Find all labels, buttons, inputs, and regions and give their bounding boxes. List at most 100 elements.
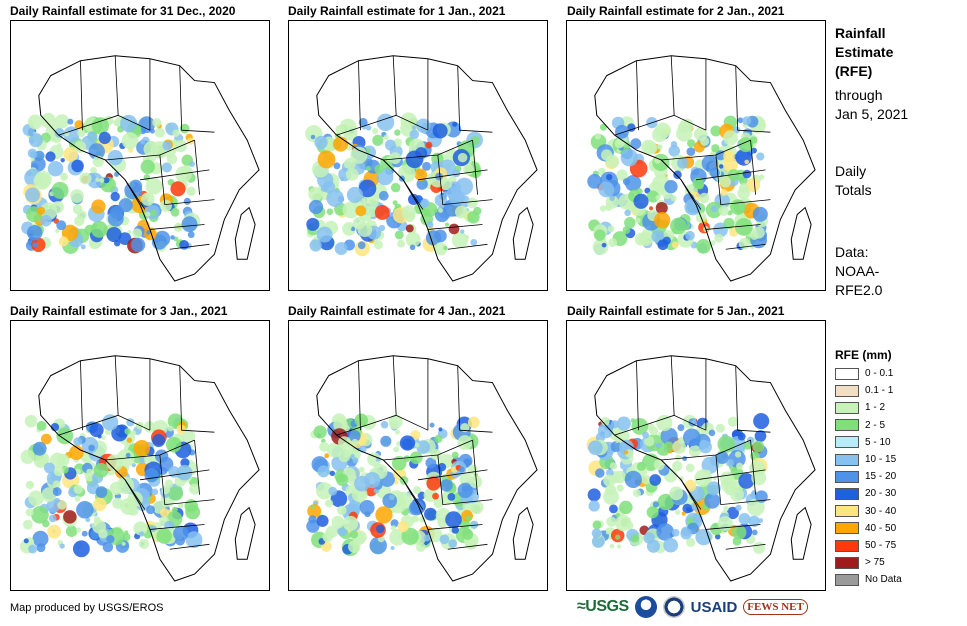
rain-cell (116, 476, 135, 495)
rain-cell (181, 216, 198, 233)
rain-cell (470, 238, 478, 246)
rain-cell (71, 159, 84, 173)
rain-cell (624, 450, 629, 455)
africa-outline (316, 55, 538, 282)
rain-cell (357, 222, 373, 237)
rain-cell (624, 470, 642, 489)
rain-cell (102, 541, 114, 553)
rain-cell (188, 189, 194, 195)
africa-outline (594, 55, 816, 282)
rain-cell (470, 520, 479, 529)
rain-cell (754, 430, 767, 442)
country-border (750, 440, 756, 495)
rain-cell (74, 215, 85, 227)
country-border (159, 154, 215, 206)
legend-swatch (835, 573, 859, 586)
country-border (472, 440, 478, 495)
rain-cell (416, 178, 428, 190)
rain-cell (723, 505, 729, 512)
rain-cell (326, 189, 344, 207)
rain-cell (701, 456, 719, 474)
rain-cell (752, 440, 765, 453)
rain-cell (309, 239, 322, 252)
rain-cell (45, 151, 56, 162)
rain-cell (714, 233, 724, 243)
rain-cell (451, 451, 459, 459)
rain-cell (350, 454, 355, 459)
map-credit: Map produced by USGS/EROS (10, 602, 164, 614)
rain-cell (464, 234, 470, 240)
rain-cell (704, 492, 721, 509)
rain-cell (649, 206, 654, 211)
rain-cell (749, 460, 766, 477)
rain-cell (316, 226, 333, 243)
rain-cell (448, 539, 458, 548)
legend-swatch (835, 505, 859, 518)
rain-cell (606, 516, 617, 527)
rain-cell (734, 451, 742, 458)
rain-cell (170, 235, 175, 240)
rain-cell (706, 481, 721, 496)
legend-label: 0 - 0.1 (865, 368, 894, 379)
rain-cell (23, 519, 33, 530)
rain-cell (337, 505, 347, 516)
rain-cell (133, 521, 148, 536)
rain-cell (425, 457, 437, 469)
rain-cell (56, 220, 67, 231)
rain-cell (20, 449, 35, 464)
rain-cell (74, 495, 81, 502)
country-border (139, 169, 210, 181)
rain-cell (166, 153, 178, 165)
rain-cell (409, 244, 416, 251)
rain-cell (677, 157, 689, 169)
rain-cell (737, 432, 746, 441)
rain-cell (185, 504, 201, 520)
panel-title-1: Daily Rainfall estimate for 31 Dec., 202… (10, 4, 236, 18)
country-border (179, 365, 215, 433)
rain-cell (451, 231, 469, 249)
rain-cell (727, 169, 740, 181)
rain-cell (390, 519, 399, 528)
map-svg (586, 355, 816, 582)
rain-cell (325, 499, 334, 508)
rain-cell (150, 209, 157, 217)
map-svg (19, 355, 260, 582)
rain-cell (608, 238, 618, 248)
rain-cell (40, 214, 52, 227)
rain-cell (342, 515, 359, 532)
rain-cell (748, 515, 760, 527)
rain-cell (670, 217, 687, 235)
rain-cell (434, 194, 448, 207)
rain-cell (319, 441, 330, 452)
rain-cell (101, 414, 119, 431)
rain-cell (141, 192, 155, 206)
legend-label: 15 - 20 (865, 471, 897, 483)
legend-label: 10 - 15 (865, 454, 897, 465)
rain-cell (620, 148, 639, 167)
country-border (402, 179, 424, 210)
rain-cell (744, 159, 749, 165)
rain-cell (751, 529, 758, 536)
rain-cell (419, 516, 426, 523)
usaid-logo: USAID (690, 598, 738, 616)
rain-cell (645, 239, 650, 244)
country-border (636, 60, 639, 131)
rain-cell (660, 427, 678, 445)
madagascar-outline (234, 206, 256, 260)
country-border (124, 179, 146, 210)
rain-cell (74, 141, 87, 153)
rain-cell (715, 423, 725, 433)
country-border (179, 65, 215, 133)
rain-cell (672, 460, 683, 472)
rain-cell (756, 152, 765, 161)
rain-cell (26, 171, 32, 177)
country-border (417, 469, 488, 481)
rain-cell (687, 139, 696, 148)
madagascar-outline (234, 506, 256, 560)
rain-cell (737, 117, 744, 124)
rain-cell (28, 544, 38, 554)
rain-cell (467, 197, 478, 209)
rain-cell (138, 538, 150, 549)
legend-label: 2 - 5 (865, 419, 886, 431)
rain-cell (420, 198, 430, 208)
